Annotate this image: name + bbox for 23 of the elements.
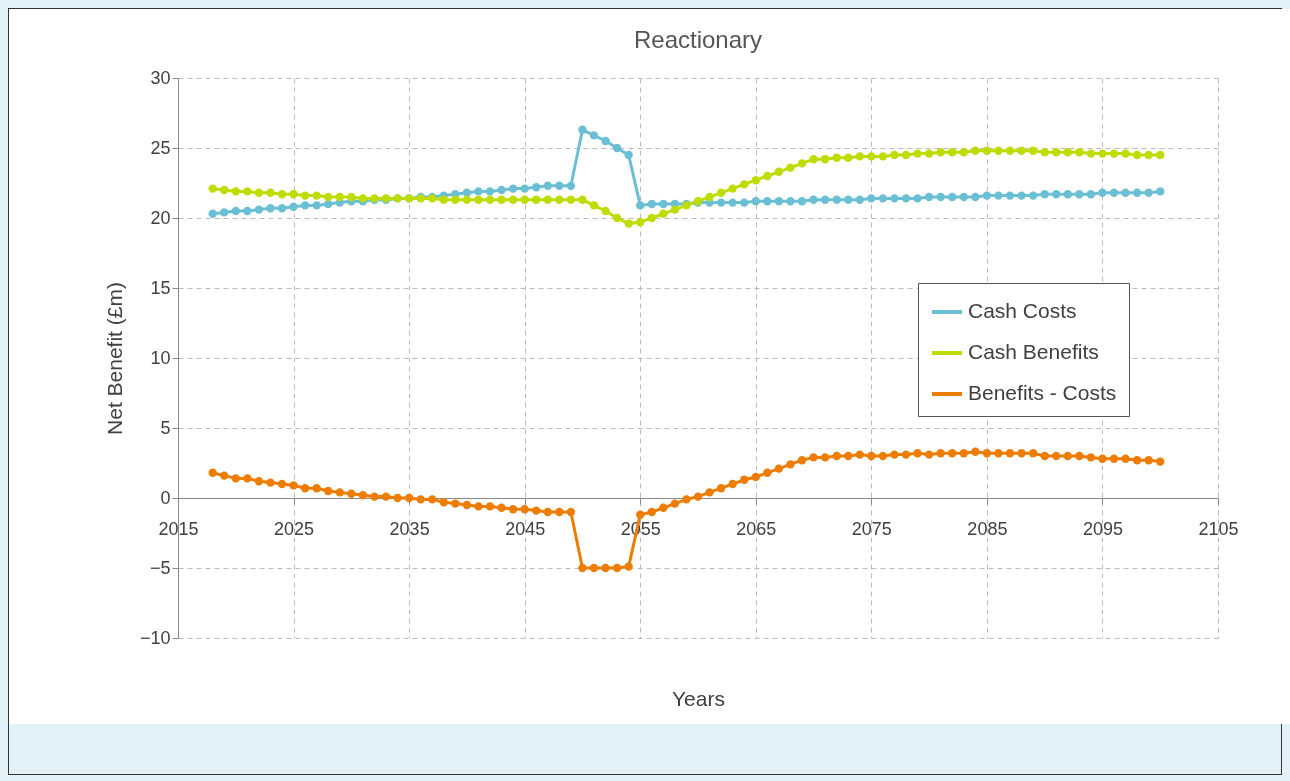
chart-title: Reactionary (633, 26, 763, 53)
x-tick-label: 2105 (1198, 518, 1239, 539)
x-tick-label: 2085 (967, 518, 1008, 539)
y-axis-title: Net Benefit (£m) (102, 282, 126, 435)
x-axis-title: Years (672, 686, 725, 710)
y-tick-label: −5 (149, 557, 171, 578)
x-tick-label: 2095 (1082, 518, 1123, 539)
y-tick-label: 20 (150, 207, 171, 228)
x-tick-label: 2075 (851, 518, 892, 539)
x-tick-label: 2035 (389, 518, 430, 539)
x-tick-label: 2025 (274, 518, 315, 539)
x-tick-label: 2045 (505, 518, 546, 539)
y-tick-label: 5 (160, 417, 171, 438)
y-tick-label: 30 (150, 67, 171, 88)
y-tick-label: 0 (160, 487, 171, 508)
y-tick-label: −10 (139, 627, 171, 648)
legend-label: Cash Benefits (968, 340, 1099, 363)
x-tick-label: 2065 (736, 518, 777, 539)
legend-label: Cash Costs (968, 299, 1077, 322)
y-tick-label: 25 (150, 137, 171, 158)
legend-label: Benefits - Costs (968, 381, 1117, 404)
y-tick-label: 15 (150, 277, 171, 298)
y-tick-label: 10 (150, 347, 171, 368)
